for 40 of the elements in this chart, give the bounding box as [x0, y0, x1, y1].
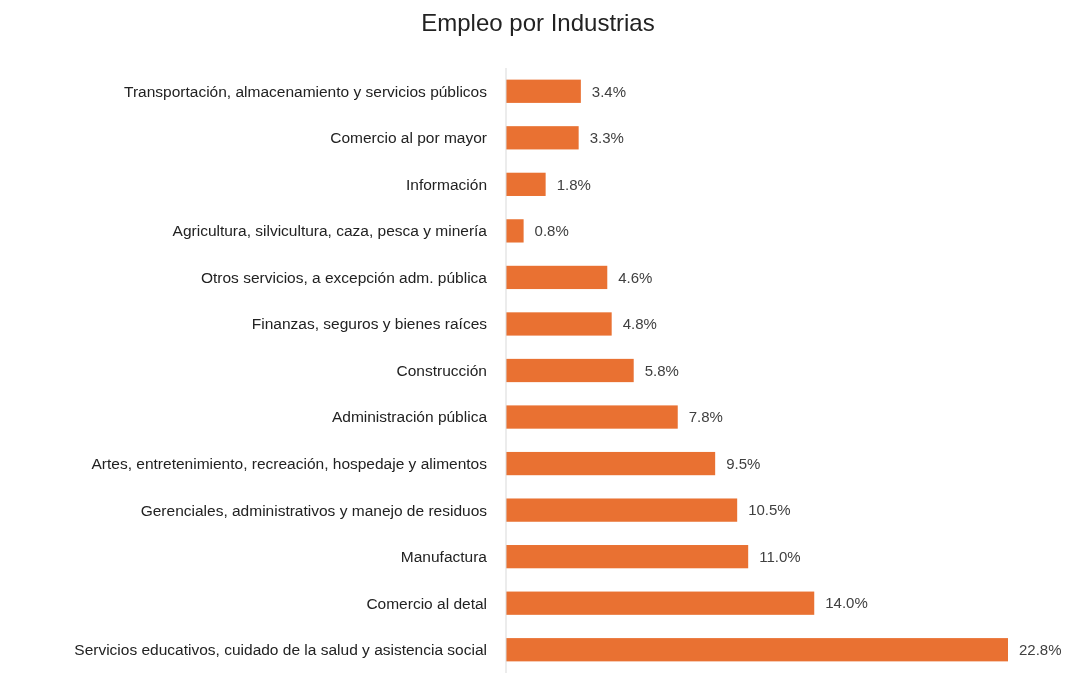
y-tick-label: Gerenciales, administrativos y manejo de residuos [140, 501, 488, 519]
bar [506, 638, 1008, 662]
data-label: 7.8% [688, 408, 723, 426]
y-tick-label: Finanzas, seguros y bienes raíces [251, 315, 488, 333]
data-label: 14.0% [825, 594, 868, 612]
y-tick-label: Manufactura [400, 548, 488, 566]
bar [506, 265, 608, 290]
bar [506, 498, 738, 522]
y-tick-label: Administración pública [331, 408, 488, 426]
y-tick-label: Agricultura, silvicultura, caza, pesca y minería [172, 222, 488, 240]
y-tick-label: Transportación, almacenamiento y servicios públicos [124, 82, 488, 100]
bar [506, 219, 524, 243]
data-label: 5.8% [644, 361, 679, 379]
data-label: 3.3% [589, 129, 624, 147]
data-label: 3.4% [591, 82, 627, 100]
y-tick-label: Comercio al detal [366, 594, 487, 612]
y-tick-label: Servicios educativos, cuidado de la salud y asistencia social [74, 641, 487, 659]
data-label: 4.8% [622, 315, 657, 333]
data-label: 4.6% [618, 268, 653, 286]
bar [506, 451, 716, 476]
y-tick-label: Información [406, 175, 487, 193]
bar [506, 405, 678, 429]
bar [506, 545, 749, 569]
bar [506, 126, 579, 150]
y-tick-label: Construcción [396, 361, 487, 379]
y-tick-label: Comercio al por mayor [330, 129, 487, 147]
data-label: 9.5% [726, 454, 761, 472]
y-tick-label: Otros servicios, a excepción adm. pública [200, 268, 488, 286]
y-tick-label: Artes, entretenimiento, recreación, hospedaje y alimentos [91, 455, 488, 472]
data-label: 11.0% [759, 547, 801, 565]
bar [506, 312, 612, 336]
data-label: 1.8% [556, 175, 591, 193]
bar [506, 358, 634, 383]
data-label: 10.5% [748, 501, 791, 519]
data-label: 0.8% [534, 222, 569, 240]
chart-title: Empleo por Industrias [421, 9, 655, 36]
bar [506, 172, 546, 196]
bar [506, 79, 581, 103]
data-label: 22.8% [1019, 640, 1062, 658]
bar [506, 591, 815, 615]
